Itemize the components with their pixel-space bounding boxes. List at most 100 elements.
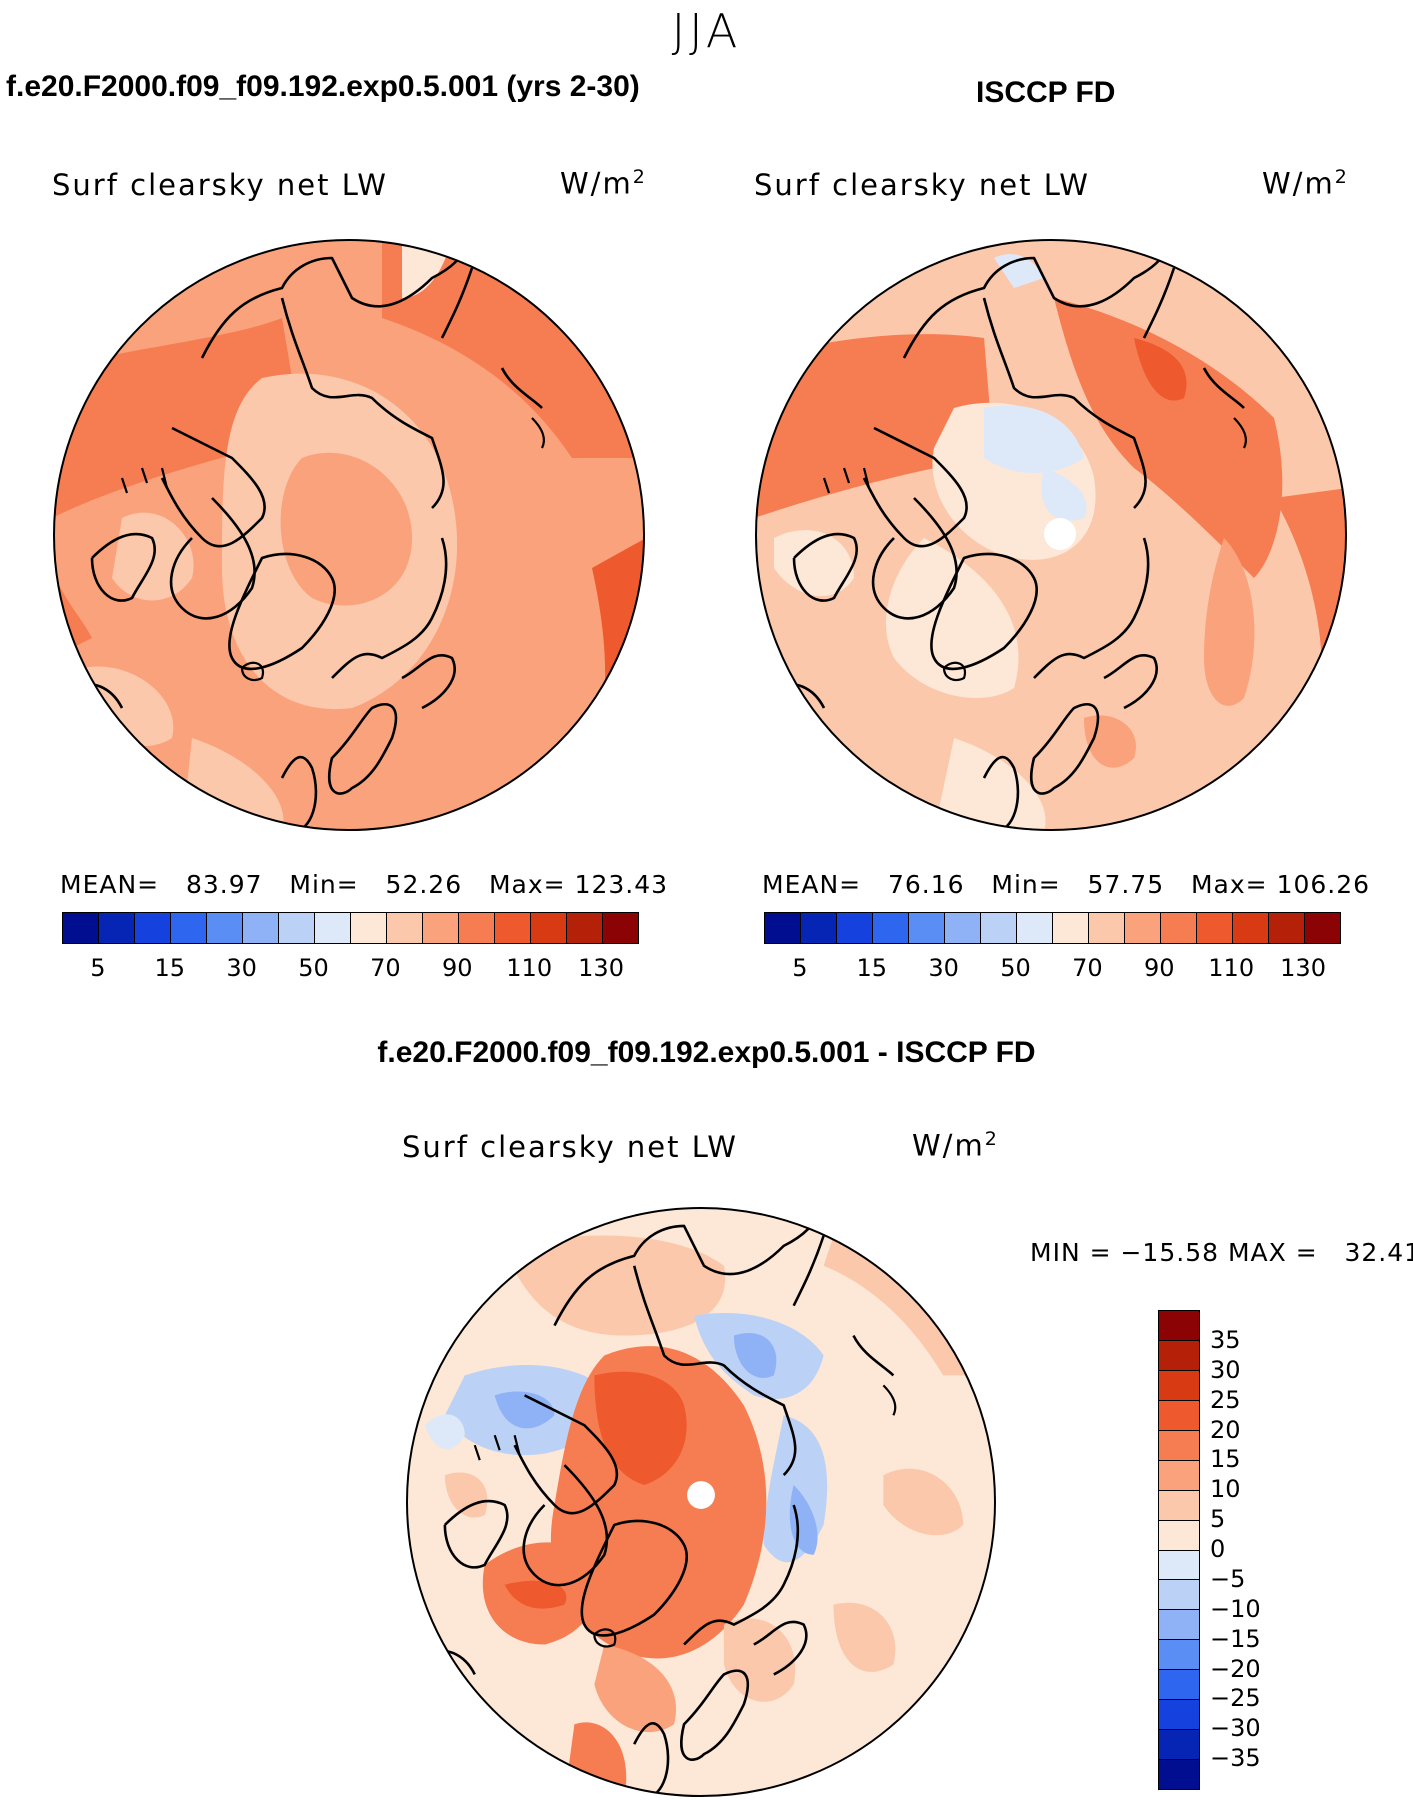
colorbar-tick-label: 110 — [1208, 954, 1255, 982]
colorbar-swatch — [206, 913, 242, 943]
diff-colorbar-ticks: 35 30 25 20 15 10 5 0 −5 −10 −15 −20 −25 −30 −35 — [1210, 1310, 1310, 1788]
colorbar-swatch — [566, 913, 602, 943]
model-variable-label: Surf clearsky net LW — [52, 168, 388, 202]
colorbar-tick-label: −35 — [1210, 1744, 1261, 1773]
colorbar-swatch — [1159, 1311, 1199, 1340]
colorbar-swatch — [1159, 1399, 1199, 1430]
season-title: JJA — [671, 4, 742, 58]
colorbar-swatch — [1159, 1339, 1199, 1370]
model-colorbar-ticks: 5 15 30 50 70 90 110 130 — [62, 950, 637, 984]
diff-units-label: W/m2 — [912, 1128, 999, 1163]
colorbar-swatch — [765, 913, 800, 943]
colorbar-tick-label: 30 — [1210, 1355, 1241, 1384]
colorbar-swatch — [530, 913, 566, 943]
colorbar-tick-label: 50 — [1000, 954, 1031, 982]
colorbar-swatch — [1160, 913, 1196, 943]
model-units-label: W/m2 — [560, 166, 647, 201]
colorbar-tick-label: −10 — [1210, 1594, 1261, 1623]
colorbar-swatch — [1159, 1489, 1199, 1520]
obs-stats: MEAN= 76.16 Min= 57.75 Max= 106.26 — [762, 870, 1371, 899]
colorbar-tick-label: 10 — [1210, 1475, 1241, 1504]
obs-units-label: W/m2 — [1262, 166, 1349, 201]
colorbar-swatch — [1268, 913, 1304, 943]
colorbar-tick-label: 0 — [1210, 1535, 1226, 1563]
colorbar-swatch — [314, 913, 350, 943]
colorbar-swatch — [1159, 1669, 1199, 1700]
colorbar-swatch — [980, 913, 1016, 943]
colorbar-swatch — [1159, 1639, 1199, 1670]
colorbar-tick-label: 30 — [226, 954, 257, 982]
colorbar-swatch — [422, 913, 458, 943]
colorbar-swatch — [242, 913, 278, 943]
colorbar-swatch — [1159, 1369, 1199, 1400]
colorbar-swatch — [350, 913, 386, 943]
diff-polar-map — [405, 1206, 997, 1798]
colorbar-tick-label: 5 — [792, 954, 808, 982]
colorbar-swatch — [1159, 1759, 1199, 1789]
obs-colorbar-ticks: 5 15 30 50 70 90 110 130 — [764, 950, 1339, 984]
colorbar-swatch — [602, 913, 638, 943]
colorbar-swatch — [800, 913, 836, 943]
colorbar-swatch — [1159, 1519, 1199, 1550]
colorbar-swatch — [98, 913, 134, 943]
colorbar-swatch — [1196, 913, 1232, 943]
colorbar-tick-label: 30 — [928, 954, 959, 982]
colorbar-swatch — [836, 913, 872, 943]
obs-variable-label: Surf clearsky net LW — [754, 168, 1090, 202]
colorbar-tick-label: 15 — [1210, 1445, 1241, 1474]
colorbar-tick-label: −25 — [1210, 1684, 1261, 1713]
colorbar-swatch — [872, 913, 908, 943]
diff-minmax-text: MIN = −15.58 MAX = 32.41 — [1030, 1238, 1413, 1267]
colorbar-tick-label: −20 — [1210, 1654, 1261, 1683]
colorbar-tick-label: 35 — [1210, 1325, 1241, 1354]
colorbar-swatch — [1232, 913, 1268, 943]
colorbar-swatch — [1124, 913, 1160, 943]
colorbar-tick-label: 15 — [856, 954, 888, 982]
colorbar-swatch — [458, 913, 494, 943]
obs-polar-map — [755, 239, 1347, 831]
colorbar-swatch — [494, 913, 530, 943]
diff-case-title: f.e20.F2000.f09_f09.192.exp0.5.001 - ISC… — [377, 1036, 1036, 1069]
model-colorbar — [62, 912, 639, 944]
colorbar-tick-label: 20 — [1210, 1415, 1241, 1444]
colorbar-tick-label: 15 — [154, 954, 186, 982]
colorbar-swatch — [908, 913, 944, 943]
colorbar-tick-label: 5 — [1210, 1505, 1226, 1534]
colorbar-swatch — [134, 913, 170, 943]
colorbar-swatch — [386, 913, 422, 943]
colorbar-tick-label: −30 — [1210, 1714, 1261, 1743]
colorbar-tick-label: 25 — [1210, 1385, 1241, 1414]
colorbar-tick-label: 130 — [578, 954, 624, 982]
colorbar-swatch — [1159, 1609, 1199, 1640]
colorbar-swatch — [278, 913, 314, 943]
obs-case-title: ISCCP FD — [976, 76, 1116, 109]
colorbar-tick-label: −5 — [1210, 1564, 1246, 1593]
colorbar-swatch — [1159, 1429, 1199, 1460]
colorbar-swatch — [1088, 913, 1124, 943]
colorbar-swatch — [1052, 913, 1088, 943]
colorbar-swatch — [63, 913, 98, 943]
diff-colorbar — [1158, 1310, 1200, 1790]
colorbar-tick-label: 5 — [90, 954, 106, 982]
colorbar-tick-label: 90 — [1144, 954, 1175, 982]
colorbar-swatch — [1159, 1699, 1199, 1730]
colorbar-tick-label: 50 — [298, 954, 329, 982]
model-polar-map — [53, 239, 645, 831]
colorbar-tick-label: 110 — [506, 954, 553, 982]
colorbar-swatch — [1016, 913, 1052, 943]
colorbar-swatch — [1159, 1459, 1199, 1490]
colorbar-swatch — [1159, 1549, 1199, 1580]
obs-colorbar — [764, 912, 1341, 944]
colorbar-swatch — [170, 913, 206, 943]
model-stats: MEAN= 83.97 Min= 52.26 Max= 123.43 — [60, 870, 669, 899]
colorbar-tick-label: 70 — [1072, 954, 1103, 982]
colorbar-tick-label: 90 — [442, 954, 473, 982]
model-case-title: f.e20.F2000.f09_f09.192.exp0.5.001 (yrs … — [6, 70, 640, 103]
colorbar-swatch — [1159, 1729, 1199, 1760]
colorbar-tick-label: 130 — [1280, 954, 1326, 982]
colorbar-swatch — [1304, 913, 1340, 943]
colorbar-tick-label: −15 — [1210, 1624, 1261, 1653]
colorbar-swatch — [1159, 1579, 1199, 1610]
colorbar-swatch — [944, 913, 980, 943]
diff-variable-label: Surf clearsky net LW — [402, 1130, 738, 1164]
